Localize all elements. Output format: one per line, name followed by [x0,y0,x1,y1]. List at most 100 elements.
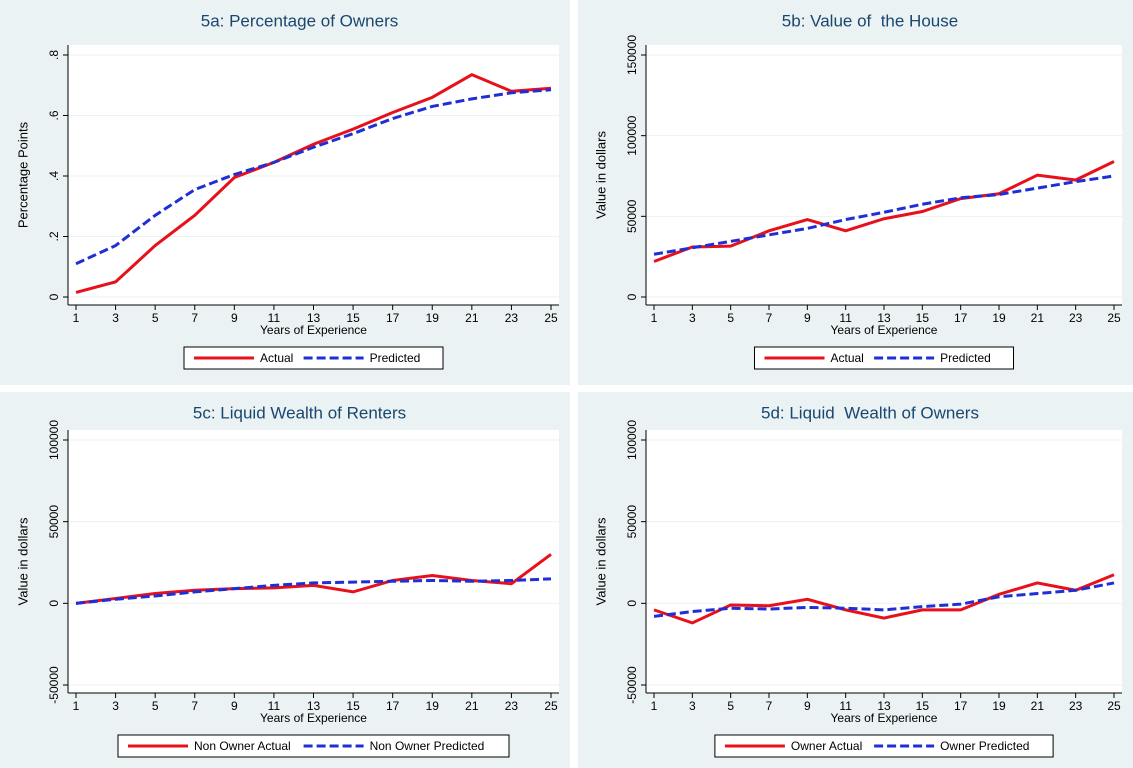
x-tick-label: 13 [307,311,321,325]
y-tick-label: .2 [47,231,61,241]
y-axis-title: Value in dollars [15,517,30,605]
x-tick-label: 1 [73,311,80,325]
y-tick-label: 50000 [47,505,61,539]
x-tick-label: 21 [465,311,479,325]
x-tick-label: 11 [839,311,852,325]
y-tick-label: 0 [625,293,639,300]
x-tick-label: 25 [544,699,558,713]
chart-title: 5b: Value of the House [782,11,958,30]
x-tick-label: 25 [1107,699,1121,713]
x-tick-label: 23 [505,311,519,325]
y-tick-label: .8 [47,50,61,60]
y-tick-label: 0 [625,600,639,607]
x-tick-label: 15 [346,699,360,713]
x-tick-label: 19 [426,699,440,713]
x-tick-label: 9 [804,311,811,325]
x-tick-label: 9 [231,699,238,713]
legend [117,734,510,758]
y-tick-label: 100000 [625,420,639,460]
y-axis-title: Percentage Points [15,121,30,228]
x-tick-label: 17 [386,699,400,713]
legend-label: Non Owner Predicted [370,739,485,753]
series-line [653,160,1115,263]
legend [714,734,1054,758]
legend-label: Owner Predicted [940,739,1029,753]
x-tick-label: 3 [112,699,119,713]
y-tick-label: 100000 [625,115,639,155]
chart-title: 5c: Liquid Wealth of Renters [193,403,406,422]
x-tick-label: 11 [268,699,281,713]
x-tick-label: 23 [1069,699,1083,713]
x-tick-label: 9 [804,699,811,713]
x-tick-label: 23 [1069,311,1083,325]
x-tick-label: 3 [689,699,696,713]
x-tick-label: 17 [954,311,968,325]
legend-label: Actual [260,351,293,365]
x-tick-label: 9 [231,311,238,325]
y-axis-title: Value in dollars [593,131,608,219]
plot-area [646,430,1122,693]
x-tick-label: 5 [152,699,159,713]
y-tick-label: .6 [47,110,61,120]
x-tick-label: 21 [1031,311,1045,325]
x-tick-label: 7 [766,699,773,713]
y-tick-label: 0 [47,600,61,607]
x-tick-label: 25 [1107,311,1121,325]
x-tick-label: 13 [307,699,321,713]
x-tick-label: 3 [112,311,119,325]
x-tick-label: 11 [839,699,852,713]
x-axis-title: Years of Experience [260,711,367,725]
x-tick-label: 25 [544,311,558,325]
x-axis-title: Years of Experience [831,323,938,337]
y-tick-label: 100000 [47,420,61,460]
x-tick-label: 11 [268,311,281,325]
y-tick-label: 50000 [625,505,639,539]
x-tick-label: 21 [465,699,479,713]
x-axis-title: Years of Experience [260,323,367,337]
x-tick-label: 7 [191,311,198,325]
series-line [653,573,1115,625]
y-axis-title: Value in dollars [593,517,608,605]
series-line [75,72,552,294]
legend [754,346,1014,370]
x-tick-label: 21 [1031,699,1045,713]
legend-label: Non Owner Actual [194,739,291,753]
x-tick-label: 5 [727,311,734,325]
x-tick-label: 19 [992,311,1006,325]
y-tick-label: 150000 [625,35,639,75]
x-tick-label: 1 [651,311,658,325]
series-line [75,88,552,266]
x-axis-title: Years of Experience [831,711,938,725]
x-tick-label: 7 [766,311,773,325]
x-tick-label: 17 [954,699,968,713]
legend-label: Predicted [940,351,991,365]
x-tick-label: 5 [727,699,734,713]
legend-label: Actual [831,351,864,365]
legend-label: Predicted [370,351,421,365]
y-tick-label: 50000 [625,199,639,233]
x-tick-label: 13 [877,311,891,325]
x-tick-label: 3 [689,311,696,325]
x-tick-label: 1 [651,699,658,713]
x-tick-label: 1 [73,699,80,713]
x-tick-label: 15 [916,699,930,713]
y-tick-label: 0 [47,293,61,300]
series-line [75,577,552,605]
plot-area [68,430,559,693]
x-tick-label: 17 [386,311,400,325]
legend [183,346,444,370]
plot-area [68,45,559,305]
x-tick-label: 13 [877,699,891,713]
legend-label: Owner Actual [791,739,862,753]
y-tick-label: .4 [47,171,61,181]
x-tick-label: 19 [426,311,440,325]
chart-title: 5a: Percentage of Owners [201,11,399,30]
x-tick-label: 23 [505,699,519,713]
y-tick-label: -50000 [625,666,639,704]
x-tick-label: 19 [992,699,1006,713]
x-tick-label: 15 [346,311,360,325]
x-tick-label: 5 [152,311,159,325]
series-line [653,581,1115,618]
plot-area [646,45,1122,305]
